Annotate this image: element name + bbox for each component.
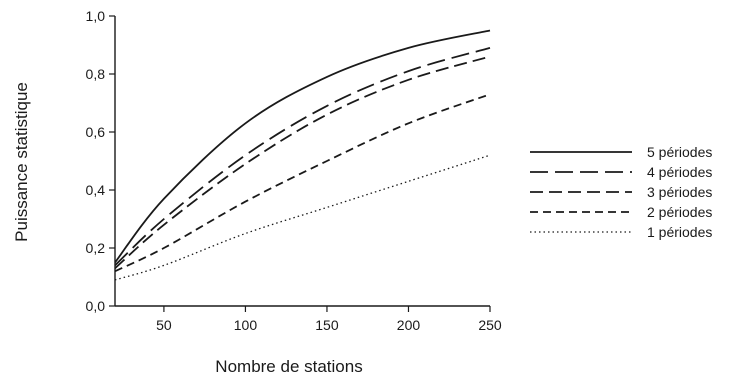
y-axis-title: Puissance statistique	[12, 82, 31, 242]
axes: 0,0 0,2 0,4 0,6 0,8 1,0 50 100 150 200 250	[86, 8, 502, 333]
legend-label-2: 4 périodes	[647, 164, 712, 180]
x-tick-label: 250	[478, 317, 502, 333]
series-line-1	[114, 29, 491, 264]
y-tick-label: 0,6	[86, 124, 106, 140]
y-tick-label: 0,8	[86, 66, 106, 82]
legend: 5 périodes 4 périodes 3 périodes 2 périodes…	[530, 144, 712, 240]
legend-label-4: 2 périodes	[647, 204, 712, 220]
legend-label-1: 5 périodes	[647, 144, 712, 160]
series-line-4	[114, 93, 491, 273]
y-tick-label: 0,0	[86, 298, 106, 314]
series-line-3	[114, 55, 491, 269]
x-axis-title: Nombre de stations	[215, 357, 362, 376]
plot-area	[114, 29, 491, 281]
legend-label-5: 1 périodes	[647, 224, 712, 240]
x-tick-label: 200	[397, 317, 421, 333]
y-tick-label: 0,4	[86, 182, 106, 198]
x-tick-label: 150	[315, 317, 339, 333]
x-tick-label: 50	[156, 317, 172, 333]
x-tick-label: 100	[234, 317, 258, 333]
series-line-5	[114, 154, 491, 281]
legend-label-3: 3 périodes	[647, 184, 712, 200]
y-tick-label: 1,0	[86, 8, 106, 24]
y-tick-label: 0,2	[86, 240, 106, 256]
series-line-2	[114, 47, 491, 267]
